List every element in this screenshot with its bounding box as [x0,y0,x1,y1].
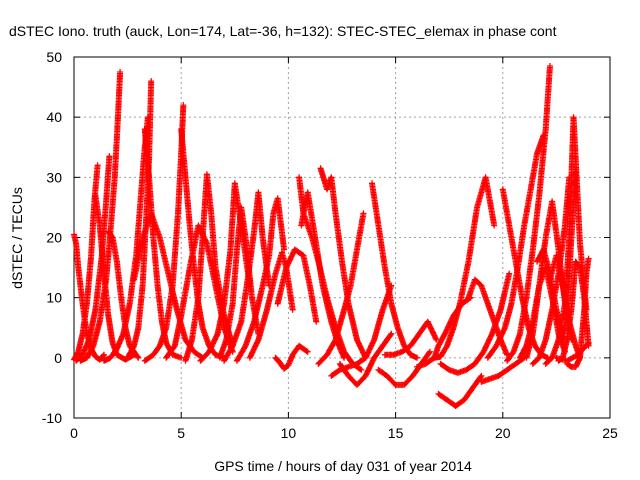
data-series [437,270,513,376]
series-27-markers [336,330,395,388]
y-tick-label: 30 [46,169,62,185]
y-tick-label: 10 [46,290,62,306]
ticks [73,56,611,419]
y-tick-label: 0 [54,350,62,366]
series-25-markers [315,210,367,367]
data-series [381,318,440,358]
data-series [272,342,311,372]
x-tick-label: 0 [70,425,78,441]
data-series [315,210,367,367]
series-5-markers [92,192,137,363]
data-marks [71,63,592,409]
series-44-markers [542,114,590,367]
data-series [431,174,498,361]
x-tick-label: 10 [281,425,297,441]
y-tick-label: 40 [46,109,62,125]
data-series [141,126,185,361]
series-18-markers [233,195,288,364]
series-2-markers [71,162,101,363]
x-tick-label: 15 [388,425,404,441]
series-48-markers [553,339,592,364]
chart-title: dSTEC Iono. truth (auck, Lon=174, Lat=-3… [9,23,557,39]
data-series [317,165,369,361]
x-tick-label: 20 [495,425,511,441]
series-39-markers [504,63,553,364]
series-32-markers [431,174,498,361]
series-33-markers [435,372,485,409]
data-series [92,192,137,363]
x-tick-label: 25 [602,425,618,441]
y-tick-label: 50 [46,49,62,65]
y-tick-label: -10 [42,410,62,426]
data-series [435,372,485,409]
tick-labels: 0 5 10 15 20 25 -10 0 10 20 30 40 50 [42,49,618,441]
data-series [542,114,590,367]
data-series [71,162,101,363]
x-tick-label: 5 [177,425,185,441]
series-17-markers [221,189,273,364]
data-series [553,339,592,364]
series-9-markers [141,126,185,361]
series-30-markers [381,318,440,358]
data-series [221,189,273,364]
data-series [336,330,395,388]
series-24-markers [317,165,369,361]
series-28-markers [369,180,420,361]
y-tick-label: 20 [46,230,62,246]
data-series [504,63,553,364]
x-axis-title: GPS time / hours of day 031 of year 2014 [214,458,472,474]
data-series [233,195,288,364]
y-axis-title: dSTEC / TECUs [9,187,25,289]
data-series [369,180,420,361]
series-20-markers [272,342,311,372]
series-34-markers [437,270,513,376]
series-22-markers [274,246,320,325]
data-series [274,246,320,325]
